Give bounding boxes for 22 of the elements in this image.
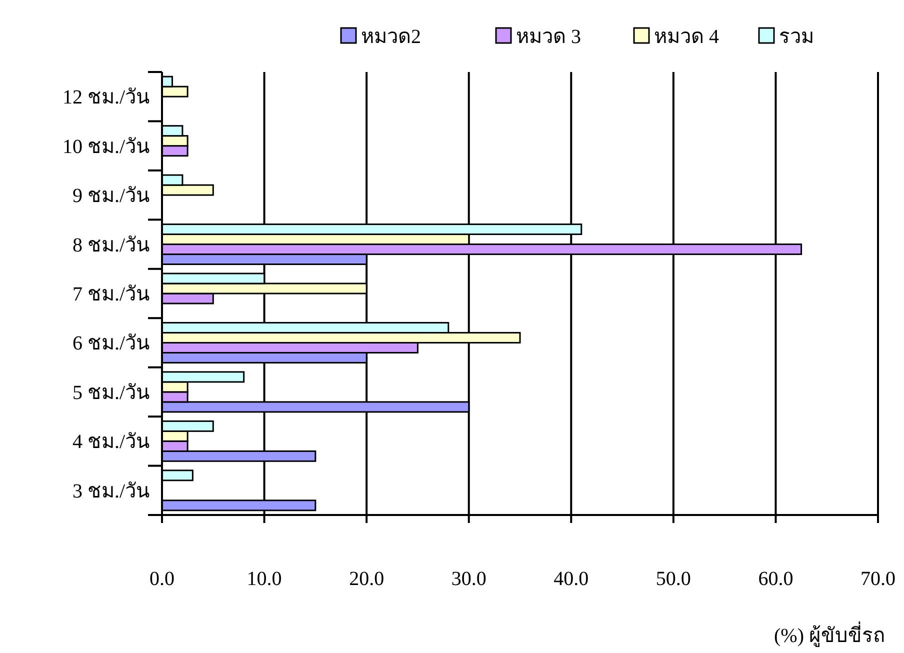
x-tick-label: 70.0 xyxy=(860,568,896,590)
y-tick-label: 6 ชม./วัน xyxy=(72,332,150,355)
legend-label: หมวด2 xyxy=(361,26,421,48)
x-tick-label: 60.0 xyxy=(758,568,794,590)
legend-label: หมวด 4 xyxy=(654,26,719,48)
x-tick-label: 40.0 xyxy=(554,568,589,590)
legend-label: รวม xyxy=(779,26,814,48)
x-tick-label: 10.0 xyxy=(246,568,282,590)
x-tick-label: 50.0 xyxy=(656,568,691,590)
y-tick-label: 4 ชม./วัน xyxy=(72,431,150,454)
x-axis-title: (%) ผู้ขับขี่รถ xyxy=(774,621,885,648)
y-tick-label: 8 ชม./วัน xyxy=(72,234,150,256)
y-tick-label: 10 ชม./วัน xyxy=(62,136,150,158)
y-tick-label: 5 ชม./วัน xyxy=(72,382,150,404)
y-tick-label: 9 ชม./วัน xyxy=(72,185,150,208)
x-tick-label: 30.0 xyxy=(451,568,486,590)
x-tick-label: 0.0 xyxy=(150,568,174,590)
y-tick-label: 3 ชม./วัน xyxy=(72,480,150,502)
x-tick-label: 20.0 xyxy=(349,568,384,590)
legend-label: หมวด 3 xyxy=(516,26,581,48)
y-tick-label: 7 ชม./วัน xyxy=(72,284,150,306)
y-tick-label: 12 ชม./วัน xyxy=(62,86,150,109)
